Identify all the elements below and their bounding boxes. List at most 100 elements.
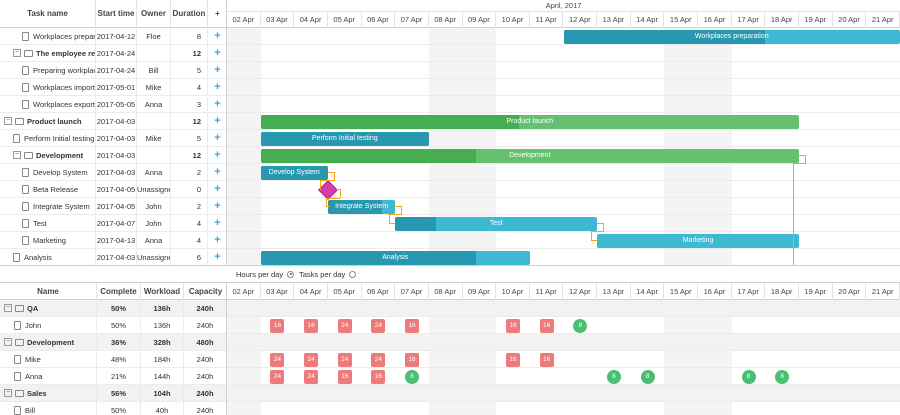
add-subtask-icon[interactable]: + [214,132,221,144]
add-subtask-icon[interactable]: + [214,251,221,263]
col-header-start-time[interactable]: Start time [96,0,137,28]
dependency-link[interactable] [325,206,330,207]
dependency-link[interactable] [319,180,335,181]
task-row[interactable]: Workplaces preparation2017-04-12 Floe 8 + [0,28,226,45]
collapse-toggle-icon[interactable]: − [13,151,21,160]
dependency-link[interactable] [401,206,403,214]
collapse-toggle-icon[interactable]: − [4,389,12,398]
task-row[interactable]: − Product launch 2017-04-03 12 + [0,113,226,130]
col-header-capacity[interactable]: Capacity [188,287,223,296]
collapse-toggle-icon[interactable]: − [13,49,21,58]
resource-complete: 48% [110,355,126,364]
task-bar[interactable]: Workplaces preparation [563,29,900,44]
dependency-link[interactable] [333,172,335,180]
dependency-link[interactable] [327,172,334,173]
dependency-link[interactable] [395,206,402,207]
task-bar[interactable]: Perform Initial testing [260,131,429,146]
add-subtask-icon[interactable]: + [214,30,221,42]
resource-name-cell: − Sales [0,385,97,402]
resource-workload: 184h [153,355,171,364]
add-subtask-icon[interactable]: + [214,81,221,93]
add-subtask-icon[interactable]: + [214,149,221,161]
tab-hours-per-day[interactable]: Hours per day [236,269,295,281]
col-header-name[interactable]: Name [0,283,97,300]
task-row[interactable]: Beta Release 2017-04-05Unassigned 0 + [0,181,226,198]
task-bar[interactable]: Analysis [260,250,530,265]
resource-complete: 50% [110,406,126,415]
dependency-link[interactable] [389,214,391,223]
add-subtask-icon[interactable]: + [214,200,221,212]
task-name-cell: Workplaces preparation [0,28,96,45]
dependency-link[interactable] [335,189,340,190]
col-header-complete[interactable]: Complete [97,283,141,300]
task-bar[interactable]: Marketing [597,233,800,248]
add-task-icon[interactable]: + [215,9,220,18]
dependency-link[interactable] [591,240,598,241]
dependency-link[interactable] [339,189,341,198]
task-bar-label: Product launch [506,117,554,125]
add-subtask-icon[interactable]: + [214,47,221,59]
dependency-link[interactable] [805,155,807,163]
dependency-link[interactable] [325,198,327,206]
resource-row[interactable]: Anna 21% 144h 240h [0,368,226,385]
add-subtask-icon[interactable]: + [214,98,221,110]
col-header-duration[interactable]: Duration [171,0,208,28]
task-row[interactable]: Marketing 2017-04-13 Anna 4 + [0,232,226,249]
resource-row[interactable]: − Development 36% 328h 480h [0,334,226,351]
tab-tasks-per-day[interactable]: Tasks per day [299,269,357,281]
task-row[interactable]: Preparing workplaces2017-04-24 Bill 5 + [0,62,226,79]
task-bar[interactable]: Develop System [260,165,328,180]
col-header-task-name[interactable]: Task name [0,0,96,28]
task-row[interactable]: − Development 2017-04-03 12 + [0,147,226,164]
add-subtask-icon[interactable]: + [214,217,221,229]
dependency-link[interactable] [603,223,605,231]
task-row[interactable]: Develop System 2017-04-03 Anna 2 + [0,164,226,181]
dependency-link[interactable] [793,163,807,164]
task-name-cell: Test [0,215,96,232]
task-bar[interactable]: Test [395,216,598,231]
task-row[interactable]: Test 2017-04-07 John 4 + [0,215,226,232]
add-subtask-icon[interactable]: + [214,64,221,76]
dependency-link[interactable] [591,231,605,232]
dependency-link[interactable] [591,231,593,240]
dependency-link[interactable] [799,155,806,156]
add-subtask-icon[interactable]: + [214,166,221,178]
resource-group-band [227,300,900,317]
task-row[interactable]: Workplaces importation2017-05-01 Mike 4 + [0,79,226,96]
task-start-cell: 2017-04-03 [96,249,137,265]
dependency-link[interactable] [389,214,403,215]
task-duration: 2 [196,168,201,177]
task-row[interactable]: Perform Initial testing 2017-04-03 Mike 5 + [0,130,226,147]
resource-row[interactable]: − Sales 56% 104h 240h [0,385,226,402]
task-start-cell: 2017-04-05 [96,181,137,198]
resource-row[interactable]: − QA 50% 136h 240h [0,300,226,317]
collapse-toggle-icon[interactable]: − [4,338,12,347]
collapse-toggle-icon[interactable]: − [4,117,12,126]
dependency-link[interactable] [389,223,396,224]
dependency-link[interactable] [319,180,321,189]
resource-row[interactable]: John 50% 136h 240h [0,317,226,334]
task-owner-cell: Anna [137,164,171,181]
task-row[interactable]: − The employee relocation2017-04-24 12 + [0,45,226,62]
col-header-owner[interactable]: Owner [137,0,171,28]
dependency-link[interactable] [319,189,321,190]
task-owner: John [145,219,162,228]
add-subtask-icon[interactable]: + [214,115,221,127]
resource-row[interactable]: Mike 48% 184h 240h [0,351,226,368]
task-bar[interactable]: Product launch [260,114,800,129]
task-row[interactable]: Workplaces exportation2017-05-05 Anna 3 + [0,96,226,113]
task-bar[interactable]: Integrate System [327,199,396,214]
task-duration-cell: 4 [171,232,208,249]
dependency-link[interactable] [597,223,604,224]
task-row[interactable]: Integrate System 2017-04-05 John 2 + [0,198,226,215]
dependency-link[interactable] [325,198,340,199]
add-subtask-icon[interactable]: + [214,183,221,195]
resource-row[interactable]: Bill 50% 40h 240h [0,402,226,415]
dependency-link[interactable] [793,163,795,265]
task-row[interactable]: Analysis 2017-04-03Unassigned 6 + [0,249,226,265]
add-subtask-icon[interactable]: + [214,234,221,246]
col-header-workload[interactable]: Workload [141,283,184,300]
resource-capacity-cell: 240h [184,368,226,385]
collapse-toggle-icon[interactable]: − [4,304,12,313]
task-bar[interactable]: Development [260,148,800,163]
